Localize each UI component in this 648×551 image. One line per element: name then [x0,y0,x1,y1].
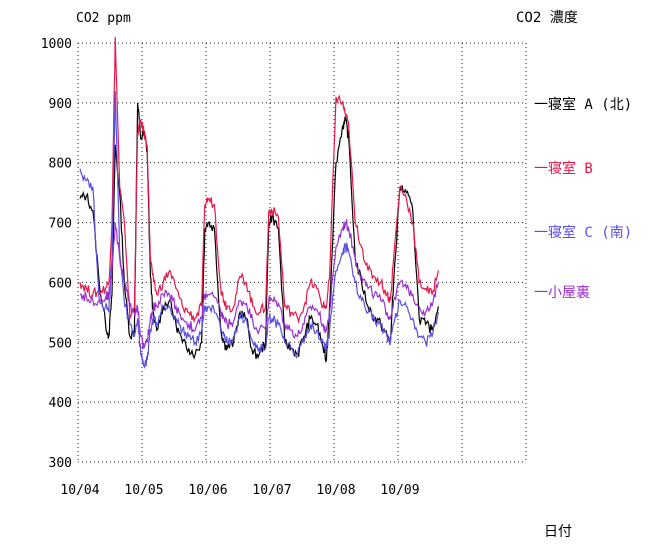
x-tick-labels: 10/04 10/05 10/06 10/07 10/08 10/09 [60,483,419,498]
chart-title: CO2 濃度 [516,10,578,26]
y-axis-label: CO2 ppm [76,11,131,26]
series-line [79,219,439,350]
legend: 一寝室 A (北) 一寝室 B 一寝室 C (南) 一小屋裏 [534,96,632,301]
y-tick-label: 800 [49,157,72,172]
x-tick-label: 10/08 [316,483,355,498]
y-tick-label: 1000 [41,37,72,52]
legend-entry: 一寝室 C (南) [534,224,632,241]
y-tick-label: 600 [49,276,72,291]
legend-entry: 一寝室 A (北) [534,96,632,113]
x-axis-label: 日付 [544,524,572,540]
x-tick-label: 10/09 [380,483,419,498]
y-tick-label: 900 [49,97,72,112]
y-tick-label: 300 [49,456,72,471]
x-tick-label: 10/05 [124,483,163,498]
x-tick-label: 10/06 [188,483,227,498]
y-tick-label: 500 [49,336,72,351]
y-tick-label: 700 [49,217,72,232]
grid-lines [77,42,527,463]
series-lines [79,36,439,369]
y-tick-labels: 1000 900 800 700 600 500 400 300 [41,37,72,471]
series-line [79,90,439,369]
series-line [79,36,439,325]
y-tick-label: 400 [49,396,72,411]
x-tick-label: 10/04 [60,483,99,498]
x-tick-label: 10/07 [252,483,291,498]
legend-entry: 一小屋裏 [534,284,590,301]
series-line [79,102,439,363]
legend-entry: 一寝室 B [534,160,593,177]
